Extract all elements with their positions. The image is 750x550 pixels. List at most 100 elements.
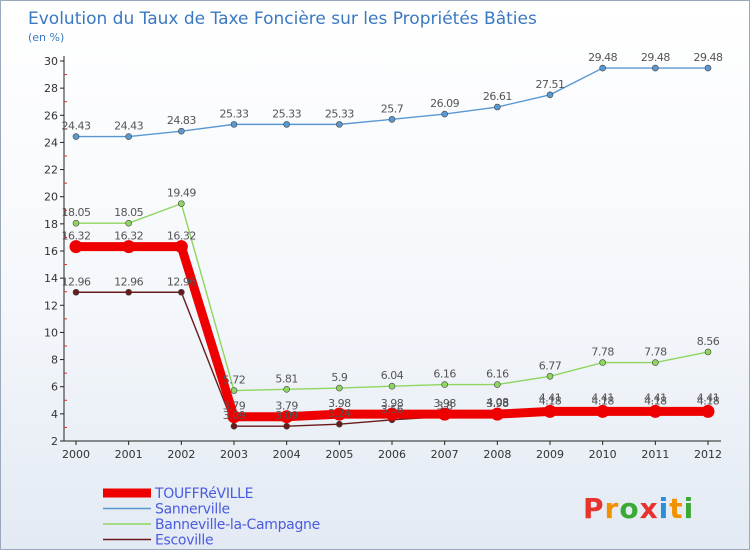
data-point [122,240,136,254]
y-tick-label: 28 [44,82,58,95]
series-touffr-ville [69,240,715,424]
data-point [494,103,501,111]
data-point [490,407,504,421]
y-tick-label: 16 [44,245,58,258]
data-point [599,64,606,72]
data-point [543,404,557,418]
data-point [125,219,132,227]
data-label: 3.24 [328,407,351,420]
data-label: 3.8 [437,400,453,413]
logo-letter: r [605,492,620,525]
data-label: 3.79 [223,400,246,413]
data-label: 4.08 [486,396,509,409]
data-point [69,240,83,254]
x-tick-label: 2003 [220,448,248,461]
y-tick-label: 18 [44,218,58,231]
data-label: 16.32 [62,230,91,243]
data-label: 27.51 [536,78,565,91]
legend: TOUFFRéVILLESannervilleBanneville-la-Cam… [103,486,320,549]
data-label: 12.96 [114,275,143,288]
data-label: 29.48 [641,51,670,64]
data-label: 4.18 [644,394,667,407]
x-tick-label: 2004 [273,448,301,461]
data-label: 16.32 [114,230,143,243]
data-labels: 16.32 16.32 16.323.79 3.79 3.98 3.98 3.98 3.98 4… [62,51,724,422]
data-point [546,91,554,99]
data-label: 4.41 [697,391,720,404]
y-tick-label: 14 [44,272,58,285]
logo-letter: t [669,492,683,525]
data-label: 29.48 [694,51,723,64]
y-tick-label: 6 [51,381,58,394]
y-tick-label: 30 [44,55,58,68]
data-point [227,410,241,424]
series-sannerville [72,64,712,140]
data-label: 8.56 [697,335,720,348]
data-point [230,387,238,394]
y-tick-label: 8 [51,354,58,367]
data-point [701,404,715,418]
data-point [388,382,396,390]
series-layer [69,64,715,430]
data-point [280,410,294,424]
y-tick-label: 20 [44,191,58,204]
x-tick-label: 2007 [431,448,459,461]
data-point [178,127,185,135]
y-tick-label: 26 [44,109,58,122]
y-tick-label: 24 [44,136,58,149]
x-tick-label: 2001 [115,448,143,461]
data-label: 3.56 [381,403,404,416]
data-point [652,359,659,366]
data-label: 6.04 [381,369,404,382]
x-tick-label: 2002 [167,448,195,461]
data-label: 12.96 [167,275,196,288]
data-label: 19.49 [167,187,196,200]
data-label: 25.33 [325,107,354,120]
logo-text: Proxiti [583,492,694,525]
y-tick-label: 12 [44,299,58,312]
data-label: 6.16 [486,368,509,381]
data-point [336,384,343,392]
x-tick-label: 2012 [694,448,722,461]
data-point [704,348,712,356]
data-label: 25.7 [381,102,404,115]
x-tick-label: 2009 [536,448,564,461]
proxiti-logo: Proxiti [583,492,694,525]
x-tick-label: 2008 [483,448,511,461]
x-tick-label: 2010 [589,448,617,461]
logo-letter: P [583,492,605,525]
data-point [599,359,606,366]
data-label: 4.18 [591,394,614,407]
data-label: 3.09 [275,409,298,422]
y-tick-label: 4 [51,408,58,421]
data-label: 3.09 [223,409,246,422]
data-point [648,404,662,418]
series-banneville-la-campagne [72,200,712,394]
data-point [596,404,610,418]
data-point [230,422,238,430]
data-label: 16.32 [167,230,196,243]
data-point [494,381,501,388]
legend-entry: Escoville [155,533,213,549]
data-label: 3.79 [275,400,298,413]
x-tick-label: 2006 [378,448,406,461]
legend-entry: Banneville-la-Campagne [155,517,320,533]
data-label: 25.33 [272,107,301,120]
data-label: 4.18 [539,394,562,407]
data-point [546,372,554,380]
data-label: 4.41 [644,391,667,404]
data-point [441,110,448,118]
data-label: 6.16 [433,368,456,381]
data-point [72,133,80,140]
data-point [174,240,188,254]
data-point [385,407,399,421]
data-point [230,121,238,128]
chart-title: Evolution du Taux de Taxe Foncière sur l… [28,9,537,29]
x-tick-label: 2011 [641,448,669,461]
data-point [336,420,343,428]
legend-entry: Sannerville [155,502,230,518]
logo-letter: i [659,492,670,525]
